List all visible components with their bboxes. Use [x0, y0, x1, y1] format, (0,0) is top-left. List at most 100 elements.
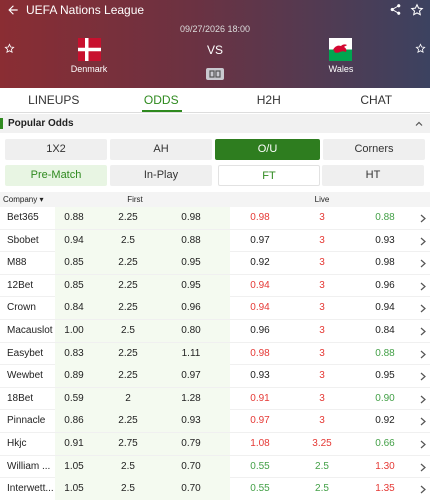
live-odds: 0.88 [375, 212, 395, 223]
first-odds: 0.96 [181, 302, 201, 314]
live-odds: 1.08 [250, 438, 270, 449]
market-tab[interactable]: AH [110, 139, 212, 160]
first-odds-bg [55, 455, 230, 478]
live-odds: 0.93 [250, 370, 270, 382]
first-odds: 1.28 [181, 392, 201, 404]
live-odds: 3 [319, 212, 325, 223]
odds-row[interactable]: 18Bet 0.59 2 1.28 0.91 3 0.90 [0, 387, 430, 411]
first-odds: 0.59 [64, 392, 84, 404]
away-flag [329, 38, 352, 61]
live-odds: 0.94 [250, 302, 270, 314]
first-odds-bg [55, 342, 230, 365]
live-odds: 3 [319, 370, 325, 382]
tab[interactable]: CHAT [360, 93, 393, 107]
live-odds: 0.55 [250, 483, 270, 495]
odds-row[interactable]: Crown 0.84 2.25 0.96 0.94 3 0.94 [0, 297, 430, 320]
period-tab[interactable]: FT [218, 165, 320, 186]
phase-tab[interactable]: Pre-Match [5, 165, 107, 186]
first-odds-bg [55, 365, 230, 388]
vs-label: VS [206, 43, 223, 57]
row-chevron [420, 395, 426, 404]
company-name: M88 [7, 257, 27, 269]
odds-row[interactable]: Sbobet 0.94 2.5 0.88 0.97 3 0.93 [0, 229, 430, 253]
company-name: Bet365 [7, 212, 39, 223]
first-odds-bg [55, 478, 230, 500]
tab[interactable]: H2H [256, 93, 281, 107]
home-flag [78, 38, 101, 61]
first-odds-bg [55, 207, 230, 229]
first-odds: 0.95 [181, 257, 201, 269]
first-odds: 2.75 [118, 438, 138, 449]
company-name: Crown [7, 302, 36, 314]
first-odds: 2.5 [121, 325, 135, 336]
live-odds: 0.93 [375, 234, 395, 246]
first-odds: 0.88 [181, 234, 201, 246]
live-odds: 3 [319, 302, 325, 314]
company-name: Sbobet [7, 234, 39, 246]
column-header: First [127, 195, 143, 204]
first-odds: 2.25 [118, 257, 138, 269]
row-chevron [420, 350, 426, 359]
live-odds: 0.92 [250, 257, 270, 269]
row-chevron [420, 485, 426, 494]
first-odds: 1.11 [181, 347, 201, 359]
first-odds: 0.86 [64, 415, 84, 427]
period-tab[interactable]: HT [322, 165, 424, 186]
odds-row[interactable]: M88 0.85 2.25 0.95 0.92 3 0.98 [0, 252, 430, 275]
tab[interactable]: ODDS [143, 93, 179, 107]
share-button[interactable] [389, 3, 402, 16]
first-odds: 0.85 [64, 279, 84, 291]
odds-row[interactable]: 12Bet 0.85 2.25 0.95 0.94 3 0.96 [0, 274, 430, 298]
odds-row[interactable]: William ... 1.05 2.5 0.70 0.55 2.5 1.30 [0, 455, 430, 479]
live-odds: 1.30 [375, 460, 395, 472]
away-team: Wales [328, 64, 354, 74]
odds-row[interactable]: Pinnacle 0.86 2.25 0.93 0.97 3 0.92 [0, 410, 430, 433]
live-odds: 0.66 [375, 438, 395, 449]
live-odds: 3 [319, 234, 325, 246]
back-button[interactable] [6, 3, 20, 17]
first-odds-bg [55, 387, 230, 410]
row-chevron [420, 463, 426, 472]
first-odds-bg [55, 320, 230, 342]
first-odds: 0.94 [64, 234, 84, 246]
first-odds: 1.00 [64, 325, 84, 336]
live-odds: 0.91 [250, 392, 270, 404]
live-icon[interactable] [206, 68, 224, 80]
market-tab[interactable]: 1X2 [5, 139, 107, 160]
first-odds: 0.79 [181, 438, 201, 449]
market-tab[interactable]: Corners [323, 139, 425, 160]
away-favorite[interactable] [415, 43, 426, 54]
section-header[interactable]: Popular Odds [0, 114, 430, 133]
match-header: UEFA Nations League 09/27/2026 18:00 Den… [0, 0, 430, 88]
row-chevron [420, 327, 426, 336]
first-odds-bg [55, 297, 230, 320]
odds-row[interactable]: Macauslot 1.00 2.5 0.80 0.96 3 0.84 [0, 320, 430, 343]
live-odds: 0.96 [250, 325, 270, 336]
odds-row[interactable]: Interwett... 1.05 2.5 0.70 0.55 2.5 1.35 [0, 478, 430, 500]
favorite-button[interactable] [410, 3, 424, 17]
row-chevron [420, 214, 426, 223]
collapse-icon [415, 121, 423, 126]
home-favorite[interactable] [4, 43, 15, 54]
row-chevron [420, 440, 426, 449]
first-odds: 2.25 [118, 212, 138, 223]
tab[interactable]: LINEUPS [28, 93, 80, 107]
odds-row[interactable]: Wewbet 0.89 2.25 0.97 0.93 3 0.95 [0, 365, 430, 388]
company-name: Hkjc [7, 438, 27, 449]
market-tab[interactable]: O/U [215, 139, 320, 160]
first-odds: 0.70 [181, 483, 201, 495]
first-odds: 2.25 [118, 302, 138, 314]
phase-tab[interactable]: In-Play [110, 165, 212, 186]
odds-row[interactable]: Easybet 0.83 2.25 1.11 0.98 3 0.88 [0, 342, 430, 366]
league-title: UEFA Nations League [26, 3, 145, 17]
row-chevron [420, 237, 426, 246]
divider [0, 112, 430, 113]
odds-row[interactable]: Hkjc 0.91 2.75 0.79 1.08 3.25 0.66 [0, 433, 430, 456]
first-odds: 2.25 [118, 370, 138, 382]
odds-row[interactable]: Bet365 0.88 2.25 0.98 0.98 3 0.88 [0, 207, 430, 230]
column-header[interactable]: Company ▾ [3, 195, 44, 204]
live-odds: 3 [319, 325, 325, 336]
row-chevron [420, 259, 426, 268]
company-name: Easybet [7, 347, 44, 359]
